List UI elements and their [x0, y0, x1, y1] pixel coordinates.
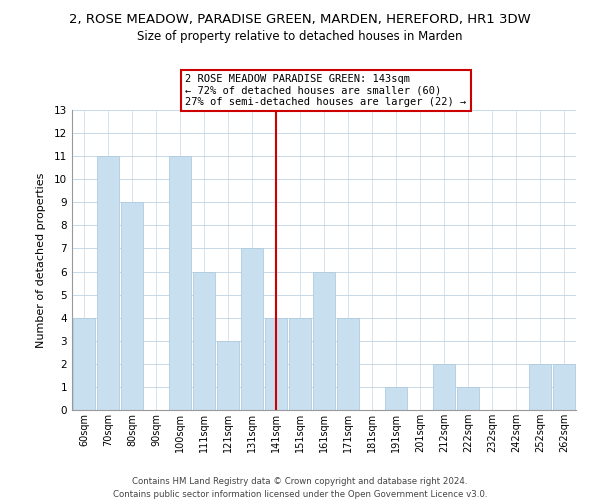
Bar: [169, 156, 191, 410]
Bar: [73, 318, 95, 410]
Bar: [265, 318, 287, 410]
Text: 2 ROSE MEADOW PARADISE GREEN: 143sqm
← 72% of detached houses are smaller (60)
2: 2 ROSE MEADOW PARADISE GREEN: 143sqm ← 7…: [185, 74, 467, 107]
Bar: [385, 387, 407, 410]
Text: 2, ROSE MEADOW, PARADISE GREEN, MARDEN, HEREFORD, HR1 3DW: 2, ROSE MEADOW, PARADISE GREEN, MARDEN, …: [69, 12, 531, 26]
Bar: [529, 364, 551, 410]
Bar: [121, 202, 143, 410]
Bar: [553, 364, 575, 410]
Bar: [217, 341, 239, 410]
Bar: [457, 387, 479, 410]
Bar: [433, 364, 455, 410]
Text: Contains HM Land Registry data © Crown copyright and database right 2024.: Contains HM Land Registry data © Crown c…: [132, 478, 468, 486]
Bar: [97, 156, 119, 410]
Bar: [289, 318, 311, 410]
Bar: [337, 318, 359, 410]
Text: Contains public sector information licensed under the Open Government Licence v3: Contains public sector information licen…: [113, 490, 487, 499]
Y-axis label: Number of detached properties: Number of detached properties: [35, 172, 46, 348]
Bar: [193, 272, 215, 410]
Text: Size of property relative to detached houses in Marden: Size of property relative to detached ho…: [137, 30, 463, 43]
Bar: [241, 248, 263, 410]
Bar: [313, 272, 335, 410]
